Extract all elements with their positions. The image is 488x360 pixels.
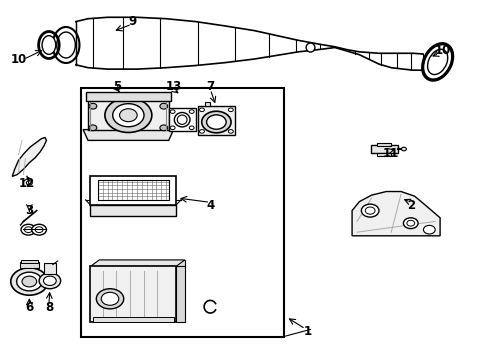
- Circle shape: [199, 108, 204, 112]
- Circle shape: [201, 111, 230, 133]
- Circle shape: [228, 130, 233, 133]
- Bar: [205, 102, 210, 106]
- Bar: [198, 106, 234, 135]
- Circle shape: [199, 130, 204, 133]
- Polygon shape: [12, 138, 46, 176]
- Bar: [168, 108, 195, 131]
- Circle shape: [11, 268, 48, 295]
- Circle shape: [160, 125, 167, 131]
- Circle shape: [112, 104, 143, 127]
- Polygon shape: [176, 266, 184, 322]
- Circle shape: [17, 272, 42, 291]
- Text: 12: 12: [19, 177, 35, 190]
- Polygon shape: [83, 130, 173, 140]
- Circle shape: [89, 125, 97, 131]
- Text: 6: 6: [25, 301, 33, 314]
- Circle shape: [365, 207, 374, 214]
- Bar: [376, 153, 390, 156]
- Circle shape: [22, 276, 37, 287]
- Circle shape: [104, 98, 151, 132]
- Text: 13: 13: [165, 80, 182, 93]
- Circle shape: [101, 292, 119, 305]
- Bar: [20, 260, 38, 263]
- Text: 5: 5: [113, 80, 121, 93]
- Circle shape: [189, 126, 194, 130]
- Text: 2: 2: [406, 199, 414, 212]
- Circle shape: [43, 276, 56, 285]
- Bar: [370, 145, 397, 153]
- Bar: [98, 180, 168, 200]
- Circle shape: [228, 108, 233, 112]
- Circle shape: [21, 224, 36, 235]
- Text: 1: 1: [304, 325, 311, 338]
- Circle shape: [32, 224, 46, 235]
- Polygon shape: [351, 192, 439, 236]
- Circle shape: [423, 225, 434, 234]
- Circle shape: [96, 289, 123, 309]
- Text: 3: 3: [25, 204, 33, 217]
- Text: 4: 4: [206, 199, 214, 212]
- Ellipse shape: [57, 32, 75, 58]
- Text: 11: 11: [382, 147, 399, 159]
- Circle shape: [401, 147, 406, 151]
- Circle shape: [406, 220, 414, 226]
- Bar: [376, 143, 390, 146]
- Text: 10: 10: [10, 53, 27, 66]
- Circle shape: [170, 110, 175, 113]
- Bar: [90, 205, 176, 216]
- Bar: [90, 176, 176, 205]
- Circle shape: [189, 110, 194, 113]
- Circle shape: [89, 103, 97, 109]
- Ellipse shape: [422, 44, 451, 80]
- Circle shape: [206, 115, 225, 129]
- Circle shape: [35, 227, 43, 233]
- Bar: [90, 266, 176, 322]
- Polygon shape: [90, 260, 184, 266]
- Ellipse shape: [174, 112, 189, 127]
- Text: 10: 10: [433, 44, 450, 57]
- Circle shape: [160, 103, 167, 109]
- Bar: [81, 88, 283, 337]
- Circle shape: [24, 227, 32, 233]
- Ellipse shape: [42, 36, 56, 54]
- Bar: [85, 92, 171, 101]
- Ellipse shape: [53, 27, 80, 63]
- Text: 9: 9: [128, 15, 136, 28]
- Circle shape: [403, 218, 417, 229]
- Ellipse shape: [305, 43, 314, 52]
- Bar: [88, 94, 168, 130]
- Bar: [20, 262, 39, 268]
- Circle shape: [170, 126, 175, 130]
- Circle shape: [26, 181, 32, 185]
- Bar: [44, 263, 56, 274]
- Ellipse shape: [427, 49, 447, 75]
- Text: 8: 8: [45, 301, 53, 314]
- Ellipse shape: [177, 115, 186, 125]
- Bar: [93, 317, 173, 322]
- Circle shape: [119, 109, 137, 122]
- Polygon shape: [99, 260, 184, 266]
- Circle shape: [39, 273, 61, 289]
- Circle shape: [361, 204, 378, 217]
- Text: 7: 7: [206, 80, 214, 93]
